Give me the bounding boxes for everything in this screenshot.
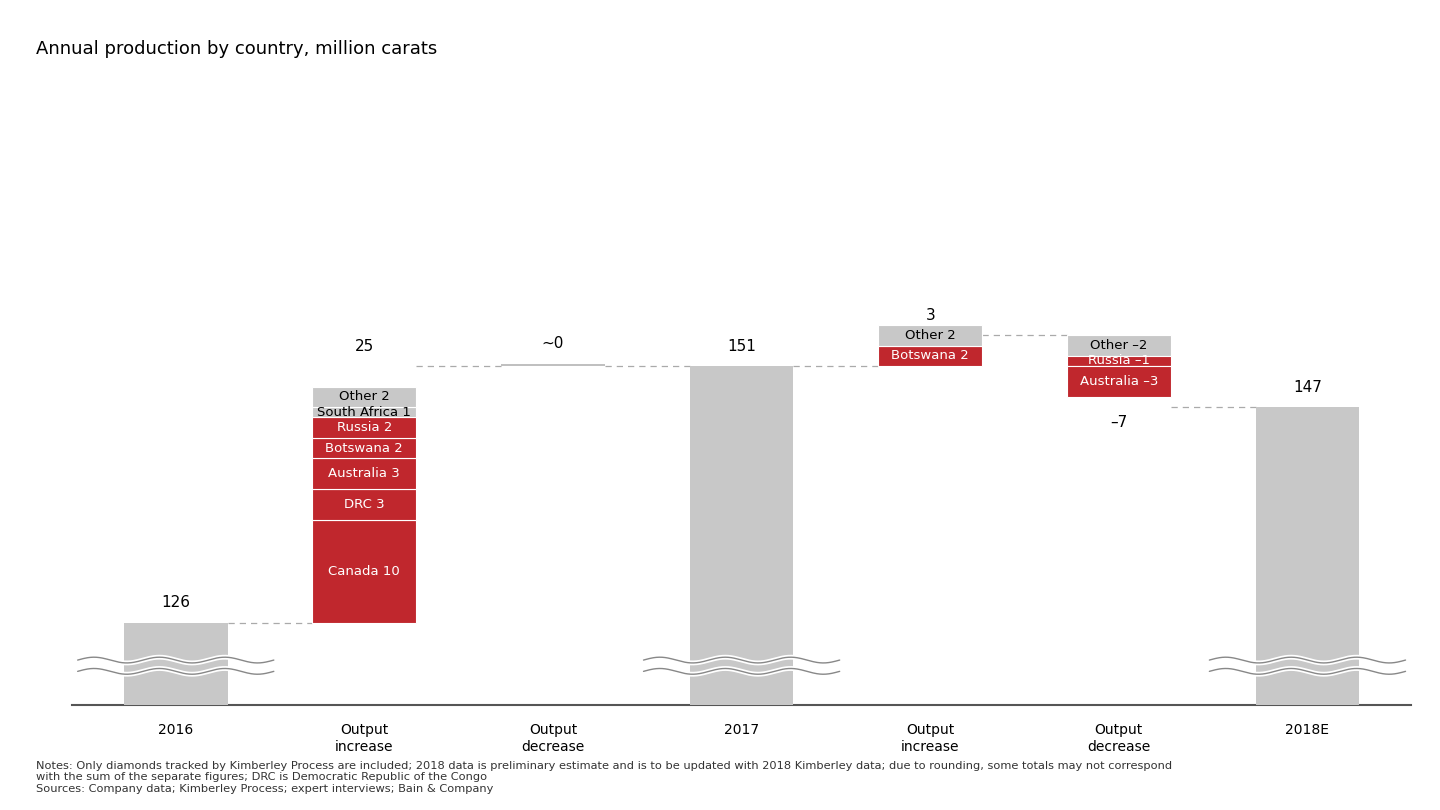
Text: Notes: Only diamonds tracked by Kimberley Process are included; 2018 data is pre: Notes: Only diamonds tracked by Kimberle… [36,761,1172,794]
Bar [878,346,982,366]
Text: 151: 151 [727,339,756,354]
Bar [1067,366,1171,397]
Bar [690,366,793,705]
Bar [312,386,416,407]
Text: Russia 2: Russia 2 [337,421,392,434]
Text: Australia 3: Australia 3 [328,467,400,480]
Bar [1067,356,1171,366]
Text: DRC 3: DRC 3 [344,498,384,511]
Bar [312,458,416,489]
Text: Annual production by country, million carats: Annual production by country, million ca… [36,40,438,58]
Text: Botswana 2: Botswana 2 [325,441,403,454]
Text: Other –2: Other –2 [1090,339,1148,352]
Text: 3: 3 [926,308,935,323]
Text: –7: –7 [1110,416,1128,430]
Text: Other 2: Other 2 [904,329,956,342]
Bar [501,364,605,366]
Bar [124,623,228,705]
Bar [312,417,416,438]
Bar [1067,335,1171,356]
Bar [312,520,416,623]
Text: Australia –3: Australia –3 [1080,375,1158,388]
Text: ~0: ~0 [541,335,564,351]
Bar [312,407,416,417]
Bar [312,489,416,520]
Text: 25: 25 [354,339,374,354]
Text: South Africa 1: South Africa 1 [317,406,412,419]
Text: Canada 10: Canada 10 [328,565,400,578]
Text: Other 2: Other 2 [338,390,390,403]
Bar [878,325,982,346]
Text: 147: 147 [1293,380,1322,394]
Text: 126: 126 [161,595,190,610]
Bar [312,438,416,458]
Text: Botswana 2: Botswana 2 [891,349,969,362]
Text: Russia –1: Russia –1 [1087,355,1149,368]
Bar [1256,407,1359,705]
